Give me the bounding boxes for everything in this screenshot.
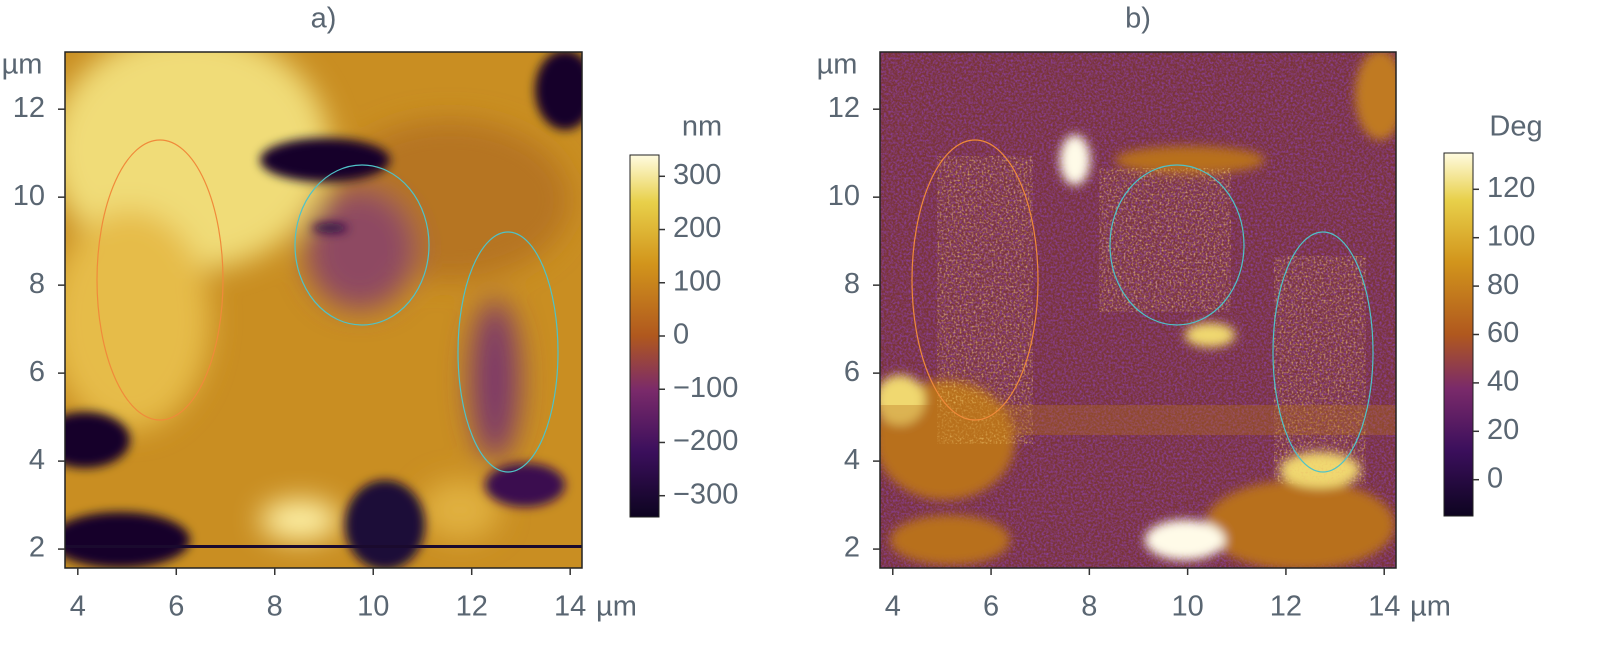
y-tick-label: 8 bbox=[29, 268, 45, 300]
y-tick-label: 6 bbox=[29, 356, 45, 388]
y-tick-label: 12 bbox=[13, 92, 45, 124]
colorbar-tick-label: 0 bbox=[673, 319, 689, 351]
x-tick-label: 6 bbox=[983, 591, 999, 623]
colorbar-tick-label: 100 bbox=[1487, 220, 1535, 252]
colorbar-tick-label: −100 bbox=[673, 372, 738, 404]
colorbar-label: Deg bbox=[1489, 111, 1542, 143]
y-unit: µm bbox=[2, 49, 43, 81]
colorbar bbox=[629, 154, 660, 518]
x-tick-label: 14 bbox=[554, 591, 586, 623]
colorbar-tick-label: 120 bbox=[1487, 172, 1535, 204]
colorbar-tick-label: 60 bbox=[1487, 317, 1519, 349]
panel-title: b) bbox=[1125, 3, 1151, 35]
colorbar-tick-label: 200 bbox=[673, 212, 721, 244]
colorbar bbox=[1443, 152, 1474, 517]
x-tick-label: 4 bbox=[70, 591, 86, 623]
annotations bbox=[96, 139, 559, 473]
panel-title: a) bbox=[311, 3, 337, 35]
x-tick-label: 12 bbox=[456, 591, 488, 623]
plot-frame bbox=[879, 51, 1397, 569]
phase-map bbox=[880, 52, 1396, 568]
x-tick-label: 12 bbox=[1270, 591, 1302, 623]
colorbar-tick-label: 40 bbox=[1487, 366, 1519, 398]
y-tick-label: 4 bbox=[844, 444, 860, 476]
y-tick-label: 8 bbox=[844, 268, 860, 300]
x-tick-label: 4 bbox=[885, 591, 901, 623]
y-tick-label: 10 bbox=[828, 180, 860, 212]
y-tick-label: 10 bbox=[13, 180, 45, 212]
colorbar-tick-label: 80 bbox=[1487, 269, 1519, 301]
y-unit: µm bbox=[817, 49, 858, 81]
colorbar-tick-label: −300 bbox=[673, 478, 738, 510]
colorbar-tick-label: 20 bbox=[1487, 414, 1519, 446]
x-unit: µm bbox=[596, 591, 637, 623]
x-tick-label: 8 bbox=[1081, 591, 1097, 623]
annotations bbox=[911, 139, 1374, 473]
colorbar-tick-label: 0 bbox=[1487, 462, 1503, 494]
x-tick-label: 10 bbox=[357, 591, 389, 623]
x-tick-label: 8 bbox=[267, 591, 283, 623]
x-unit: µm bbox=[1410, 591, 1451, 623]
plot-frame bbox=[64, 51, 583, 569]
colorbar-label: nm bbox=[682, 111, 722, 143]
y-tick-label: 2 bbox=[844, 532, 860, 564]
colorbar-tick-label: 100 bbox=[673, 265, 721, 297]
x-tick-label: 6 bbox=[168, 591, 184, 623]
y-tick-label: 4 bbox=[29, 444, 45, 476]
y-tick-label: 6 bbox=[844, 356, 860, 388]
x-tick-label: 14 bbox=[1368, 591, 1400, 623]
height-map bbox=[65, 52, 582, 568]
y-tick-label: 12 bbox=[828, 92, 860, 124]
colorbar-tick-label: −200 bbox=[673, 425, 738, 457]
y-tick-label: 2 bbox=[29, 532, 45, 564]
x-tick-label: 10 bbox=[1172, 591, 1204, 623]
colorbar-tick-label: 300 bbox=[673, 159, 721, 191]
